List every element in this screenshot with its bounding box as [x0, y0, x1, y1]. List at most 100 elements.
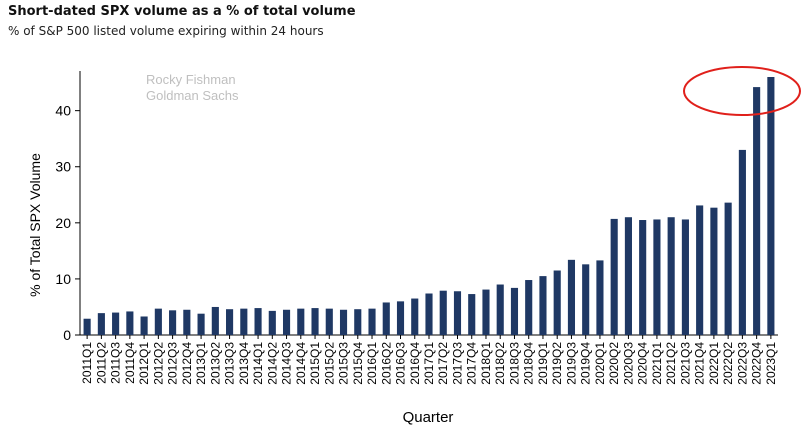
x-tick-label: 2017Q4 — [465, 342, 479, 385]
y-tick-label: 0 — [63, 327, 71, 343]
y-tick-label: 40 — [55, 103, 71, 119]
x-tick-label: 2022Q3 — [735, 342, 749, 385]
x-tick-label: 2013Q3 — [223, 342, 237, 385]
bar — [311, 308, 319, 335]
x-tick-label: 2014Q2 — [265, 342, 279, 385]
x-tick-label: 2017Q1 — [422, 342, 436, 385]
x-tick-label: 2018Q4 — [522, 342, 536, 385]
x-tick-label: 2016Q3 — [394, 342, 408, 385]
chart-title: Short-dated SPX volume as a % of total v… — [8, 4, 356, 19]
bar — [154, 308, 162, 335]
bar — [681, 219, 689, 335]
bar — [738, 149, 746, 335]
bar — [425, 293, 433, 335]
bar — [567, 259, 576, 335]
bar — [710, 207, 718, 335]
x-tick-label: 2016Q1 — [365, 342, 379, 385]
bar — [325, 308, 333, 335]
bar — [268, 310, 276, 335]
highlight-circle — [683, 66, 801, 116]
chart-subtitle: % of S&P 500 listed volume expiring with… — [8, 24, 324, 38]
bar — [382, 302, 390, 335]
bar — [610, 218, 618, 335]
x-tick-label: 2015Q2 — [322, 342, 336, 385]
x-tick-label: 2015Q4 — [351, 342, 365, 385]
x-tick-label: 2011Q2 — [94, 342, 108, 384]
x-tick-label: 2016Q4 — [408, 342, 422, 385]
x-tick-label: 2020Q1 — [593, 342, 607, 385]
bar — [724, 202, 732, 335]
x-tick-label: 2021Q3 — [678, 342, 692, 385]
x-tick-label: 2021Q1 — [650, 342, 664, 385]
bar — [211, 306, 219, 335]
x-tick-label: 2020Q2 — [607, 342, 621, 385]
bar — [667, 217, 675, 335]
bar — [439, 290, 447, 335]
x-tick-label: 2019Q4 — [579, 342, 593, 385]
bar — [539, 276, 547, 335]
watermark-firm: Goldman Sachs — [146, 88, 239, 103]
x-tick-label: 2019Q3 — [564, 342, 578, 385]
bar — [197, 313, 205, 335]
bar — [582, 264, 590, 335]
x-tick-label: 2020Q4 — [636, 342, 650, 385]
x-tick-label: 2022Q4 — [750, 342, 764, 385]
bar — [169, 310, 177, 335]
y-tick-label: 30 — [55, 159, 71, 175]
bar — [482, 289, 490, 335]
bar — [254, 308, 262, 335]
x-tick-label: 2012Q3 — [166, 342, 180, 385]
x-tick-label: 2018Q3 — [507, 342, 521, 385]
bar — [226, 309, 234, 335]
x-tick-label: 2016Q2 — [379, 342, 393, 385]
bar — [753, 87, 761, 335]
bar — [411, 298, 419, 335]
x-tick-label: 2021Q2 — [664, 342, 678, 385]
x-tick-label: 2013Q1 — [194, 342, 208, 385]
x-tick-label: 2017Q2 — [436, 342, 450, 385]
bar — [282, 309, 291, 335]
x-tick-label: 2022Q2 — [721, 342, 735, 385]
watermark-name: Rocky Fishman — [146, 72, 236, 87]
bar — [767, 77, 775, 335]
bar — [525, 280, 533, 335]
x-tick-label: 2012Q4 — [180, 342, 194, 385]
y-tick-label: 20 — [55, 215, 71, 231]
x-tick-label: 2018Q2 — [493, 342, 507, 385]
bar — [140, 316, 148, 335]
bar — [339, 309, 348, 335]
x-tick-label: 2013Q4 — [237, 342, 251, 385]
bar — [553, 270, 561, 335]
bar — [696, 205, 704, 335]
x-tick-label: 2011Q4 — [123, 342, 137, 384]
x-tick-label: 2014Q4 — [294, 342, 308, 385]
bar — [510, 287, 519, 335]
x-tick-label: 2015Q1 — [308, 342, 322, 385]
bar — [368, 308, 376, 335]
x-tick-label: 2014Q3 — [280, 342, 294, 385]
x-tick-label: 2020Q3 — [621, 342, 635, 385]
bar — [624, 217, 632, 335]
bar — [112, 312, 120, 335]
bar — [596, 260, 604, 335]
y-tick-label: 10 — [55, 271, 71, 287]
x-tick-label: 2011Q3 — [109, 342, 123, 384]
bar — [240, 308, 248, 335]
bar — [97, 313, 105, 335]
x-tick-label: 2018Q1 — [479, 342, 493, 385]
x-tick-label: 2022Q1 — [707, 342, 721, 385]
x-tick-label: 2014Q1 — [251, 342, 265, 385]
x-tick-label: 2019Q2 — [550, 342, 564, 385]
x-axis-label: Quarter — [403, 409, 454, 426]
x-tick-label: 2017Q3 — [450, 342, 464, 385]
x-tick-label: 2021Q4 — [693, 342, 707, 385]
bar — [396, 301, 405, 335]
x-tick-label: 2019Q1 — [536, 342, 550, 385]
bar — [297, 308, 305, 335]
x-tick-label: 2013Q2 — [208, 342, 222, 385]
y-axis-label: % of Total SPX Volume — [27, 153, 43, 297]
bar — [639, 220, 647, 335]
bar — [653, 219, 661, 335]
x-tick-label: 2023Q1 — [764, 342, 778, 385]
